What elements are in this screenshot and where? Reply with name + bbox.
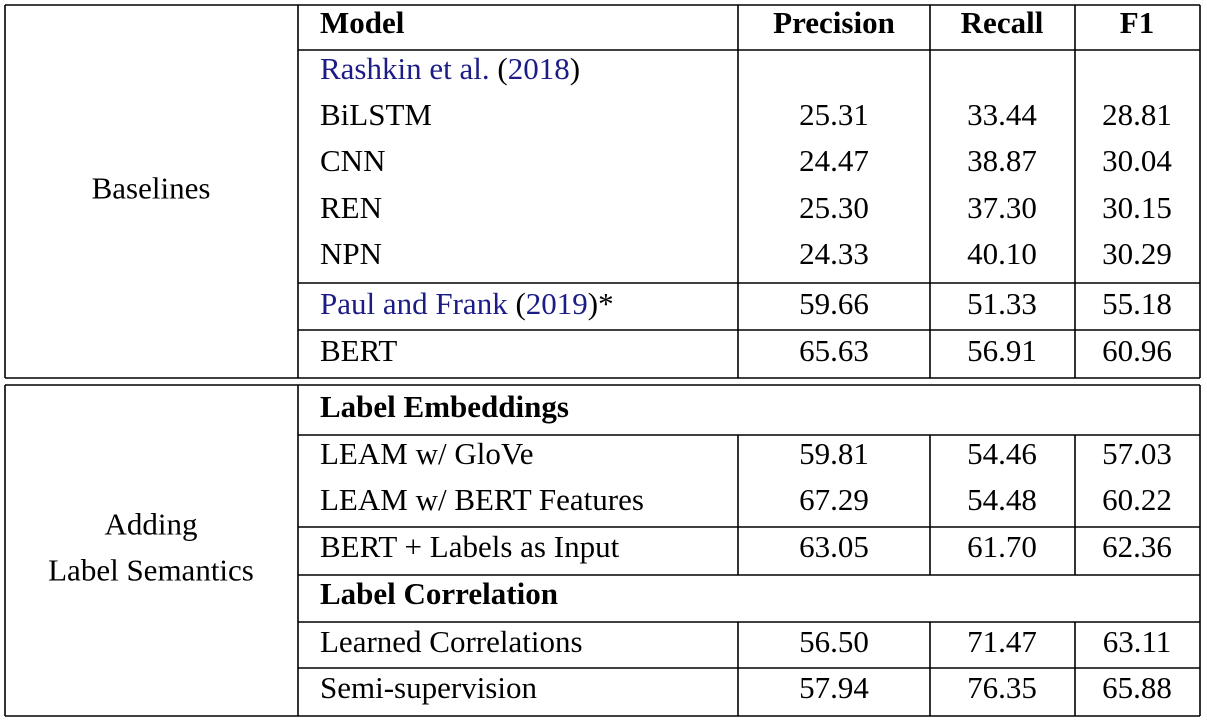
score-cell: 59.66 (799, 286, 869, 321)
score-cell: 57.03 (1102, 436, 1172, 471)
score-cell: 60.22 (1102, 482, 1172, 517)
model-name: Learned Correlations (320, 624, 583, 659)
score-cell: 30.15 (1102, 190, 1172, 225)
score-cell: 38.87 (967, 143, 1037, 178)
score-cell: 25.31 (799, 97, 869, 132)
section-heading: Label Correlation (320, 576, 558, 611)
score-cell: 54.46 (967, 436, 1037, 471)
model-name: BiLSTM (320, 97, 432, 132)
model-name: Paul and Frank (2019)* (320, 286, 614, 321)
citation-link: Rashkin et al. (320, 51, 490, 86)
score-cell: 63.11 (1103, 624, 1172, 659)
score-cell: 59.81 (799, 436, 869, 471)
score-cell: 54.48 (967, 482, 1037, 517)
score-cell: 33.44 (967, 97, 1037, 132)
group-label: Baselines (92, 171, 211, 206)
model-name: BERT (320, 333, 397, 368)
header-cell: Model (320, 5, 405, 40)
header-cell: Precision (773, 5, 895, 40)
score-cell: 30.29 (1102, 236, 1172, 271)
model-name: Rashkin et al. (2018) (320, 51, 580, 86)
score-cell: 28.81 (1102, 97, 1172, 132)
score-cell: 40.10 (967, 236, 1037, 271)
score-cell: 76.35 (967, 670, 1037, 705)
section-heading: Label Embeddings (320, 389, 569, 424)
model-name: CNN (320, 143, 385, 178)
score-cell: 37.30 (967, 190, 1037, 225)
citation-text: )* (588, 286, 614, 321)
model-name: LEAM w/ BERT Features (320, 482, 644, 517)
score-cell: 30.04 (1102, 143, 1172, 178)
model-name: BERT + Labels as Input (320, 529, 620, 564)
header-cell: F1 (1120, 5, 1154, 40)
score-cell: 65.88 (1102, 670, 1172, 705)
citation-link: Paul and Frank (320, 286, 508, 321)
score-cell: 25.30 (799, 190, 869, 225)
group-label: Adding (105, 507, 198, 542)
score-cell: 61.70 (967, 529, 1037, 564)
header-cell: Recall (961, 5, 1044, 40)
score-cell: 55.18 (1102, 286, 1172, 321)
score-cell: 56.91 (967, 333, 1037, 368)
citation-link: 2019 (526, 286, 588, 321)
score-cell: 67.29 (799, 482, 869, 517)
score-cell: 71.47 (967, 624, 1037, 659)
score-cell: 63.05 (799, 529, 869, 564)
score-cell: 62.36 (1102, 529, 1172, 564)
score-cell: 60.96 (1102, 333, 1172, 368)
score-cell: 24.47 (799, 143, 869, 178)
score-cell: 57.94 (799, 670, 869, 705)
score-cell: 24.33 (799, 236, 869, 271)
model-name: LEAM w/ GloVe (320, 436, 534, 471)
model-name: NPN (320, 236, 382, 271)
citation-text: ) (570, 51, 580, 86)
group-label: Label Semantics (48, 553, 254, 588)
score-cell: 56.50 (799, 624, 869, 659)
model-name: Semi-supervision (320, 670, 537, 705)
score-cell: 65.63 (799, 333, 869, 368)
citation-text: ( (490, 51, 508, 86)
citation-link: 2018 (508, 51, 570, 86)
score-cell: 51.33 (967, 286, 1037, 321)
model-name: REN (320, 190, 382, 225)
citation-text: ( (508, 286, 526, 321)
